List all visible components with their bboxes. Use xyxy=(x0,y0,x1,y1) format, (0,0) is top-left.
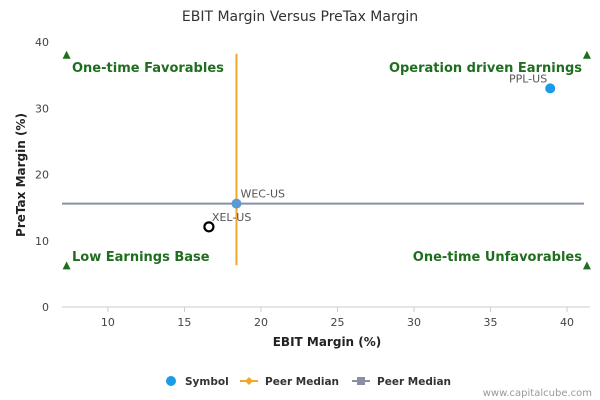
legend-marker-diamond xyxy=(245,377,253,385)
quadrant-marker-triangle xyxy=(582,261,591,270)
legend-marker-square xyxy=(357,377,365,385)
legend-marker-circle xyxy=(166,376,176,386)
y-tick-label: 20 xyxy=(35,169,49,182)
quadrant-label-top-left: One-time Favorables xyxy=(72,61,224,76)
plot-area: 10 15 20 25 30 35 40 0 10 20 30 40 PPL-US WEC-US XEL-U… xyxy=(35,36,591,329)
x-tick-label: 30 xyxy=(407,316,421,329)
x-tick-label: 20 xyxy=(254,316,268,329)
y-axis-title: PreTax Margin (%) xyxy=(14,113,28,237)
y-tick-label: 0 xyxy=(42,301,49,314)
y-tick-label: 30 xyxy=(35,102,49,115)
x-tick-label: 10 xyxy=(101,316,115,329)
quadrant-label-bottom-left: Low Earnings Base xyxy=(72,250,210,265)
data-point-label: WEC-US xyxy=(240,188,285,201)
x-tick-label: 15 xyxy=(177,316,191,329)
quadrant-marker-triangle xyxy=(62,261,71,270)
quadrant-label-top-right: Operation driven Earnings xyxy=(389,61,582,76)
x-tick-label: 35 xyxy=(484,316,498,329)
data-point xyxy=(231,198,242,209)
data-point xyxy=(545,83,556,94)
legend-label: Peer Median xyxy=(265,376,339,388)
legend-label: Peer Median xyxy=(377,376,451,388)
quadrant-marker-triangle xyxy=(62,50,71,59)
x-axis-title: EBIT Margin (%) xyxy=(273,335,382,349)
data-point-label: XEL-US xyxy=(212,211,251,224)
chart-title: EBIT Margin Versus PreTax Margin xyxy=(182,9,418,25)
data-point xyxy=(203,221,215,233)
legend-label: Symbol xyxy=(185,376,229,388)
y-tick-label: 40 xyxy=(35,36,49,49)
legend: Symbol Peer Median Peer Median xyxy=(166,376,451,388)
x-tick-label: 25 xyxy=(330,316,344,329)
data-point-label: PPL-US xyxy=(509,72,547,85)
quadrant-label-bottom-right: One-time Unfavorables xyxy=(413,250,582,265)
credit-text: www.capitalcube.com xyxy=(483,388,592,399)
quadrant-marker-triangle xyxy=(582,50,591,59)
y-tick-label: 10 xyxy=(35,235,49,248)
x-tick-label: 40 xyxy=(560,316,574,329)
